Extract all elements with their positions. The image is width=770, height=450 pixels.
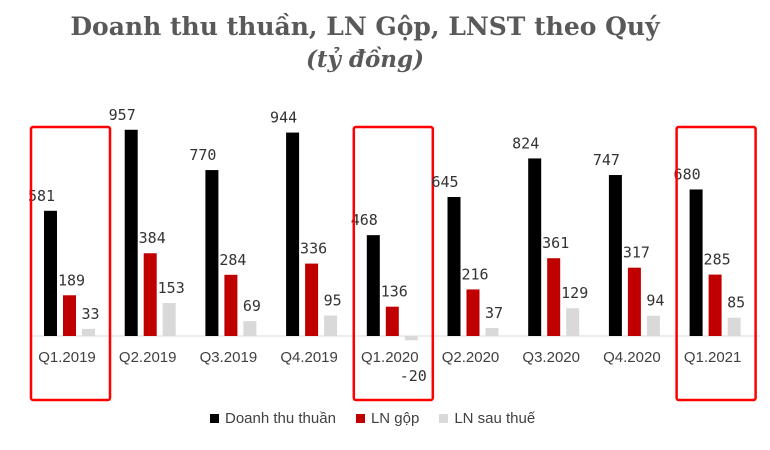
- data-label-ln-sau-thu--q3-2020: 129: [561, 284, 588, 302]
- bar-ln-g-p-q1-2019: [63, 295, 76, 336]
- data-label-doanh-thu-thu-n-q1-2021: 680: [674, 165, 701, 183]
- legend-item-gross-profit: LN gộp: [355, 410, 420, 427]
- x-tick-label-q4-2020: Q4.2020: [603, 349, 661, 366]
- legend-swatch-gross-profit: [355, 414, 365, 423]
- bar-ln-g-p-q1-2021: [708, 274, 722, 336]
- data-label-ln-sau-thu--q4-2020: 94: [646, 292, 664, 310]
- bar-doanh-thu-thu-n-q2-2020: [447, 197, 461, 336]
- bar-ln-g-p-q3-2019: [224, 274, 238, 336]
- bar-ln-g-p-q2-2020: [466, 289, 480, 336]
- highlight-box-q1-2020: [352, 125, 435, 402]
- data-label-ln-sau-thu--q2-2020: 37: [485, 304, 503, 322]
- x-tick-label-q3-2019: Q3.2019: [200, 349, 258, 366]
- data-label-ln-g-p-q3-2019: 284: [219, 251, 246, 269]
- data-label-doanh-thu-thu-n-q3-2019: 770: [189, 146, 216, 164]
- bar-ln-sau-thu--q2-2020: [485, 328, 499, 336]
- legend-label-revenue: Doanh thu thuần: [225, 410, 336, 427]
- data-label-ln-sau-thu--q4-2019: 95: [324, 292, 342, 310]
- bar-doanh-thu-thu-n-q3-2020: [528, 158, 542, 336]
- data-label-ln-g-p-q2-2019: 384: [139, 229, 166, 247]
- data-label-ln-g-p-q1-2019: 189: [58, 271, 85, 289]
- data-label-doanh-thu-thu-n-q4-2020: 747: [593, 151, 620, 169]
- bar-ln-sau-thu--q2-2019: [162, 303, 176, 336]
- data-label-doanh-thu-thu-n-q2-2019: 957: [109, 106, 136, 124]
- x-tick-label-q3-2020: Q3.2020: [522, 349, 580, 366]
- bar-doanh-thu-thu-n-q1-2019: [44, 210, 57, 336]
- bar-doanh-thu-thu-n-q3-2019: [205, 170, 219, 336]
- x-tick-label-q4-2019: Q4.2019: [280, 349, 338, 366]
- x-tick-label-q1-2020: Q1.2020: [361, 349, 419, 366]
- data-label-ln-sau-thu--q1-2020: -20: [400, 367, 427, 385]
- bar-ln-g-p-q4-2020: [627, 267, 641, 336]
- bar-ln-sau-thu--q3-2020: [566, 308, 580, 336]
- data-label-doanh-thu-thu-n-q1-2020: 468: [351, 211, 378, 229]
- data-label-ln-g-p-q4-2020: 317: [623, 244, 650, 262]
- data-label-doanh-thu-thu-n-q4-2019: 944: [270, 109, 297, 127]
- data-label-ln-sau-thu--q3-2019: 69: [243, 297, 261, 315]
- highlight-box-q1-2021: [675, 125, 757, 402]
- data-label-ln-g-p-q1-2021: 285: [704, 251, 731, 269]
- data-label-ln-g-p-q1-2020: 136: [381, 283, 408, 301]
- data-label-ln-g-p-q2-2020: 216: [461, 265, 488, 283]
- x-tick-label-q1-2019: Q1.2019: [38, 349, 96, 366]
- bar-ln-sau-thu--q1-2021: [727, 317, 741, 336]
- data-label-ln-g-p-q3-2020: 361: [542, 234, 569, 252]
- bar-doanh-thu-thu-n-q1-2021: [689, 189, 703, 336]
- bar-ln-sau-thu--q1-2019: [82, 328, 95, 336]
- bar-doanh-thu-thu-n-q2-2019: [124, 129, 138, 336]
- data-label-doanh-thu-thu-n-q2-2020: 645: [431, 173, 458, 191]
- bar-ln-g-p-q2-2019: [143, 253, 157, 336]
- chart-subtitle: (tỷ đồng): [306, 46, 424, 73]
- x-tick-label-q2-2020: Q2.2020: [442, 349, 500, 366]
- highlight-box-q1-2019: [29, 125, 112, 402]
- bar-ln-g-p-q3-2020: [547, 258, 561, 336]
- legend-swatch-revenue: [210, 414, 219, 423]
- bar-ln-g-p-q4-2019: [305, 263, 319, 336]
- x-tick-label-q2-2019: Q2.2019: [119, 349, 177, 366]
- legend-item-net-profit: LN sau thuế: [439, 410, 535, 427]
- legend-item-revenue: Doanh thu thuần: [210, 410, 336, 427]
- data-label-ln-sau-thu--q2-2019: 153: [158, 279, 185, 297]
- bar-doanh-thu-thu-n-q4-2019: [286, 132, 300, 336]
- data-label-doanh-thu-thu-n-q3-2020: 824: [512, 134, 539, 152]
- data-label-doanh-thu-thu-n-q1-2019: 581: [28, 187, 55, 205]
- data-label-ln-g-p-q4-2019: 336: [300, 240, 327, 258]
- legend-label-gross-profit: LN gộp: [370, 410, 420, 427]
- bar-ln-sau-thu--q4-2020: [646, 315, 660, 336]
- bar-ln-g-p-q1-2020: [385, 306, 399, 336]
- bar-ln-sau-thu--q3-2019: [243, 321, 257, 336]
- bar-ln-sau-thu--q4-2019: [324, 315, 338, 336]
- data-label-ln-sau-thu--q1-2019: 33: [81, 305, 99, 323]
- bar-doanh-thu-thu-n-q1-2020: [366, 235, 380, 336]
- legend: Doanh thu thuần LN gộp LN sau thuế: [210, 410, 535, 427]
- legend-swatch-net-profit: [439, 414, 449, 423]
- legend-label-net-profit: LN sau thuế: [454, 410, 536, 427]
- bar-doanh-thu-thu-n-q4-2020: [608, 175, 622, 336]
- bar-ln-sau-thu--q1-2020: [404, 336, 418, 341]
- data-label-ln-sau-thu--q1-2021: 85: [727, 294, 745, 312]
- x-tick-label-q1-2021: Q1.2021: [684, 349, 742, 366]
- chart-title: Doanh thu thuần, LN Gộp, LNST theo Quý: [70, 12, 660, 41]
